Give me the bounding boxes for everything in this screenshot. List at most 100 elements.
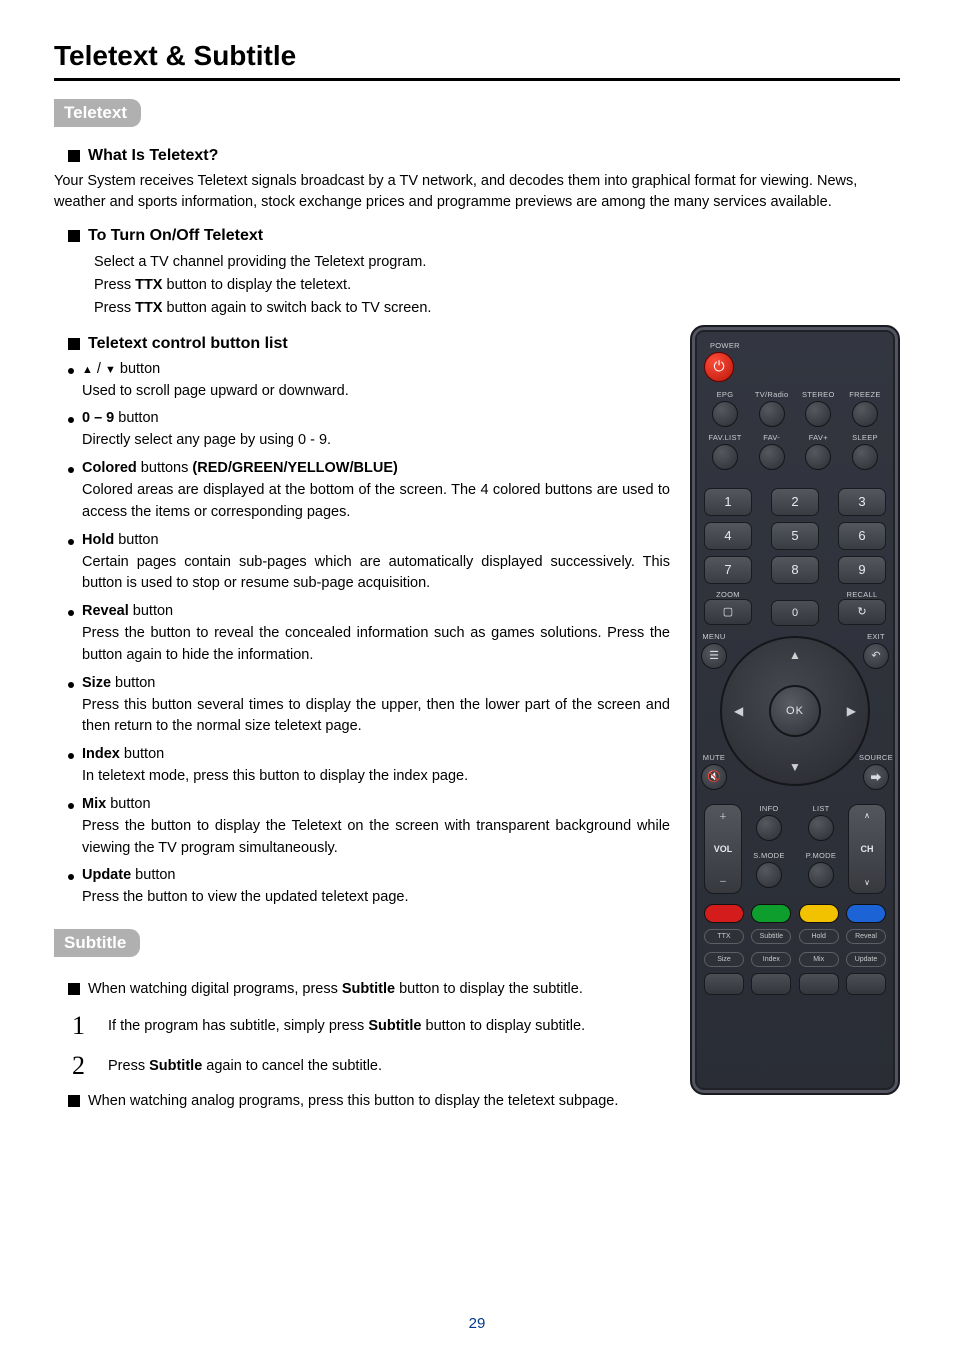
- control-item-label: Hold button: [82, 532, 159, 548]
- step-text: If the program has subtitle, simply pres…: [108, 1018, 585, 1034]
- source-label: SOURCE: [856, 753, 896, 762]
- blank-button: [799, 973, 839, 995]
- square-marker: [68, 338, 80, 350]
- color-button-0: [704, 904, 744, 923]
- smode-label: S.MODE: [748, 851, 790, 860]
- ch-rocker: ∧CH∨: [848, 804, 886, 894]
- control-item-label: Size button: [82, 675, 155, 691]
- instruction-line: Press TTX button to display the teletext…: [94, 274, 900, 297]
- tvradio-button: [759, 401, 785, 427]
- blank-button: [846, 973, 886, 995]
- index-button: Index: [751, 952, 791, 967]
- step-number: 1: [72, 1011, 108, 1041]
- zoom-button: ▢: [704, 599, 752, 625]
- square-marker: [68, 983, 80, 995]
- smode-button: [756, 862, 782, 888]
- control-item-desc: Directly select any page by using 0 - 9.: [82, 430, 670, 452]
- color-button-2: [799, 904, 839, 923]
- nav-left-icon: ◀: [734, 704, 743, 718]
- num-1-button: 1: [704, 488, 752, 516]
- bullet-icon: [68, 803, 74, 809]
- control-item: Size button: [68, 675, 670, 691]
- num-0-button: 0: [771, 600, 819, 626]
- favlist-label: FAV.LIST: [704, 433, 746, 442]
- source-button: ⮕: [863, 764, 889, 790]
- what-is-teletext-heading: What Is Teletext?: [88, 147, 218, 165]
- control-item: Reveal button: [68, 603, 670, 619]
- list-button: [808, 815, 834, 841]
- info-label: INFO: [748, 804, 790, 813]
- bullet-icon: [68, 610, 74, 616]
- bullet-icon: [68, 467, 74, 473]
- control-item: Index button: [68, 746, 670, 762]
- control-item-desc: In teletext mode, press this button to d…: [82, 766, 670, 788]
- mute-button: 🔇: [701, 764, 727, 790]
- num-2-button: 2: [771, 488, 819, 516]
- epg-label: EPG: [704, 390, 746, 399]
- instruction-line: Press TTX button again to switch back to…: [94, 297, 900, 320]
- control-item-desc: Colored areas are displayed at the botto…: [82, 480, 670, 524]
- power-button: ⏻: [704, 352, 734, 382]
- fav-label: FAV+: [797, 433, 839, 442]
- control-item-label: Mix button: [82, 796, 151, 812]
- nav-up-icon: ▲: [789, 648, 801, 662]
- stereo-label: STEREO: [797, 390, 839, 399]
- size-button: Size: [704, 952, 744, 967]
- control-item-label: 0 – 9 button: [82, 410, 159, 426]
- recall-button: ↻: [838, 599, 886, 625]
- step-text: Press Subtitle again to cancel the subti…: [108, 1058, 382, 1074]
- control-item: ▲ / ▼ button: [68, 361, 670, 377]
- control-item-label: Index button: [82, 746, 164, 762]
- bullet-icon: [68, 417, 74, 423]
- color-button-3: [846, 904, 886, 923]
- bullet-icon: [68, 682, 74, 688]
- menu-button: ☰: [701, 643, 727, 669]
- control-item-label: ▲ / ▼ button: [82, 361, 160, 377]
- teletext-section-tab: Teletext: [54, 99, 141, 127]
- control-item: Mix button: [68, 796, 670, 812]
- num-5-button: 5: [771, 522, 819, 550]
- square-marker: [68, 150, 80, 162]
- update-button: Update: [846, 952, 886, 967]
- freeze-button: [852, 401, 878, 427]
- num-7-button: 7: [704, 556, 752, 584]
- blank-button: [751, 973, 791, 995]
- subtitle-intro: When watching digital programs, press Su…: [88, 979, 583, 1001]
- nav-pad: ▲ ▼ ◀ ▶ OK: [720, 636, 870, 786]
- square-marker: [68, 230, 80, 242]
- tvradio-label: TV/Radio: [751, 390, 793, 399]
- pmode-label: P.MODE: [800, 851, 842, 860]
- control-item-desc: Press the button to view the updated tel…: [82, 887, 670, 909]
- subtitle-step: 2 Press Subtitle again to cancel the sub…: [72, 1051, 670, 1081]
- hold-button: Hold: [799, 929, 839, 944]
- blank-button: [704, 973, 744, 995]
- page-number: 29: [0, 1315, 954, 1332]
- square-marker: [68, 1095, 80, 1107]
- num-9-button: 9: [838, 556, 886, 584]
- mute-label: MUTE: [694, 753, 734, 762]
- exit-label: EXIT: [856, 632, 896, 641]
- subtitle-button: Subtitle: [751, 929, 791, 944]
- turn-on-off-steps: Select a TV channel providing the Telete…: [94, 251, 900, 321]
- instruction-line: Select a TV channel providing the Telete…: [94, 251, 900, 274]
- control-item: Update button: [68, 867, 670, 883]
- subtitle-step: 1 If the program has subtitle, simply pr…: [72, 1011, 670, 1041]
- reveal-button: Reveal: [846, 929, 886, 944]
- pmode-button: [808, 862, 834, 888]
- control-item-desc: Press the button to display the Teletext…: [82, 816, 670, 860]
- favlist-button: [712, 444, 738, 470]
- sleep-button: [852, 444, 878, 470]
- stereo-button: [805, 401, 831, 427]
- control-item: Hold button: [68, 532, 670, 548]
- fav-label: FAV-: [751, 433, 793, 442]
- title-underline: [54, 78, 900, 81]
- control-item-desc: Press this button several times to displ…: [82, 695, 670, 739]
- bullet-icon: [68, 539, 74, 545]
- turn-on-off-heading: To Turn On/Off Teletext: [88, 227, 263, 245]
- num-4-button: 4: [704, 522, 752, 550]
- nav-down-icon: ▼: [789, 760, 801, 774]
- recall-label: RECALL: [838, 590, 886, 599]
- epg-button: [712, 401, 738, 427]
- vol-rocker: ＋VOL－: [704, 804, 742, 894]
- control-item-desc: Used to scroll page upward or downward.: [82, 381, 670, 403]
